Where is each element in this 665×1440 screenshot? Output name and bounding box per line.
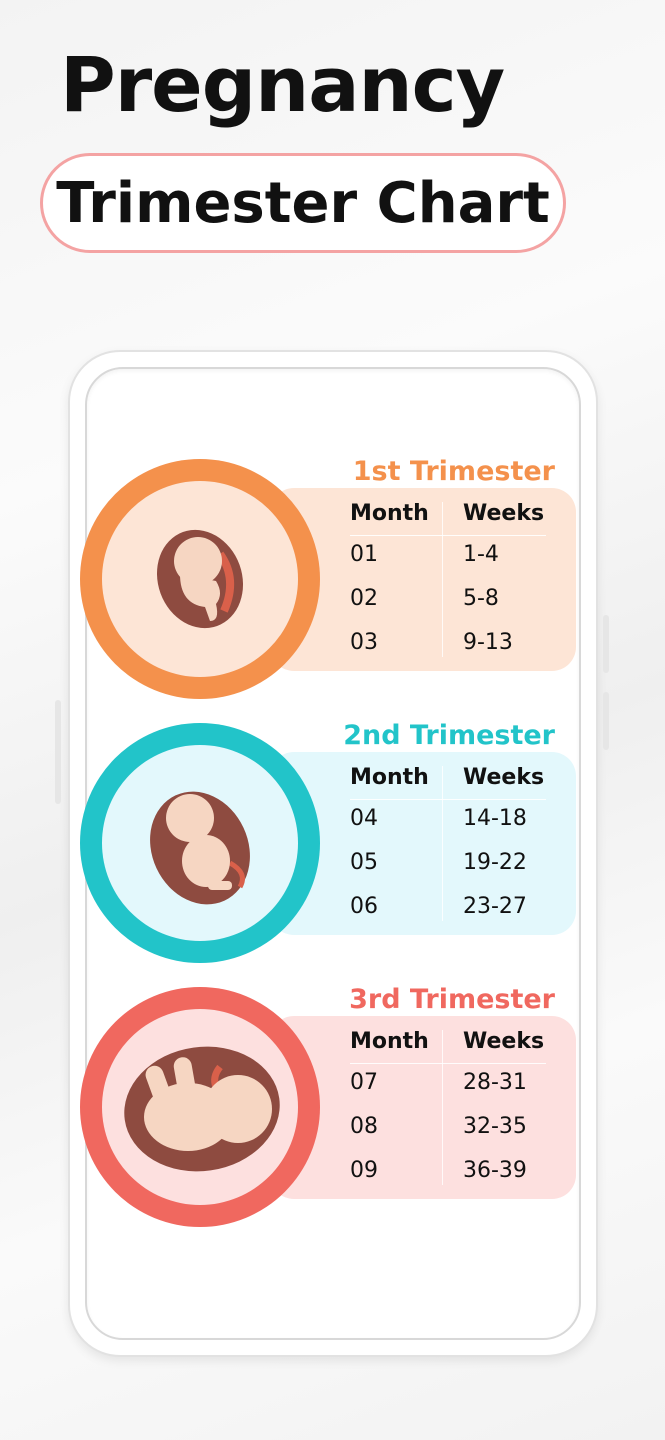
- trimester-ring: [80, 459, 320, 699]
- weeks-cell: 23-27: [463, 894, 527, 919]
- headline-title: Pregnancy: [60, 40, 505, 129]
- month-header: Month: [350, 765, 429, 790]
- trimester-section: 1st Trimester Month Weeks 01 1-4 02 5-8 03…: [0, 456, 665, 716]
- trimester-ring: [80, 723, 320, 963]
- fetus-early-icon: [156, 529, 244, 629]
- weeks-header: Weeks: [463, 501, 545, 526]
- month-cell: 05: [350, 850, 378, 875]
- trimester-table: Month Weeks 07 28-31 08 32-35 09 36-39: [270, 1016, 576, 1199]
- subtitle-text: Trimester Chart: [56, 170, 550, 236]
- ring-inner: [102, 481, 298, 677]
- fetus-late-icon: [124, 1046, 280, 1172]
- month-cell: 03: [350, 630, 378, 655]
- column-divider: [442, 1030, 443, 1185]
- month-cell: 07: [350, 1070, 378, 1095]
- column-divider: [442, 766, 443, 921]
- weeks-cell: 32-35: [463, 1114, 527, 1139]
- weeks-cell: 28-31: [463, 1070, 527, 1095]
- phone-volume-button: [603, 615, 609, 673]
- trimester-title: 1st Trimester: [352, 456, 555, 487]
- month-cell: 04: [350, 806, 378, 831]
- month-cell: 09: [350, 1158, 378, 1183]
- weeks-header: Weeks: [463, 1029, 545, 1054]
- header-divider: [350, 535, 546, 536]
- month-cell: 06: [350, 894, 378, 919]
- ring-inner: [102, 1009, 298, 1205]
- weeks-cell: 1-4: [463, 542, 499, 567]
- month-header: Month: [350, 501, 429, 526]
- column-divider: [442, 502, 443, 657]
- month-cell: 08: [350, 1114, 378, 1139]
- trimester-section: 2nd Trimester Month Weeks 04 14-18 05 19-…: [0, 720, 665, 980]
- month-cell: 02: [350, 586, 378, 611]
- phone-power-button: [603, 692, 609, 750]
- trimester-table: Month Weeks 01 1-4 02 5-8 03 9-13: [270, 488, 576, 671]
- weeks-header: Weeks: [463, 765, 545, 790]
- subtitle-pill: Trimester Chart: [40, 153, 566, 253]
- ring-inner: [102, 745, 298, 941]
- weeks-cell: 36-39: [463, 1158, 527, 1183]
- month-cell: 01: [350, 542, 378, 567]
- trimester-table: Month Weeks 04 14-18 05 19-22 06 23-27: [270, 752, 576, 935]
- fetus-mid-icon: [150, 791, 250, 905]
- trimester-ring: [80, 987, 320, 1227]
- weeks-cell: 14-18: [463, 806, 527, 831]
- phone-side-button: [55, 700, 61, 804]
- month-header: Month: [350, 1029, 429, 1054]
- weeks-cell: 5-8: [463, 586, 499, 611]
- trimester-section: 3rd Trimester Month Weeks 07 28-31 08 32-…: [0, 984, 665, 1244]
- weeks-cell: 19-22: [463, 850, 527, 875]
- weeks-cell: 9-13: [463, 630, 513, 655]
- trimester-title: 3rd Trimester: [349, 984, 555, 1015]
- trimester-title: 2nd Trimester: [343, 720, 555, 751]
- header-divider: [350, 1063, 546, 1064]
- header-divider: [350, 799, 546, 800]
